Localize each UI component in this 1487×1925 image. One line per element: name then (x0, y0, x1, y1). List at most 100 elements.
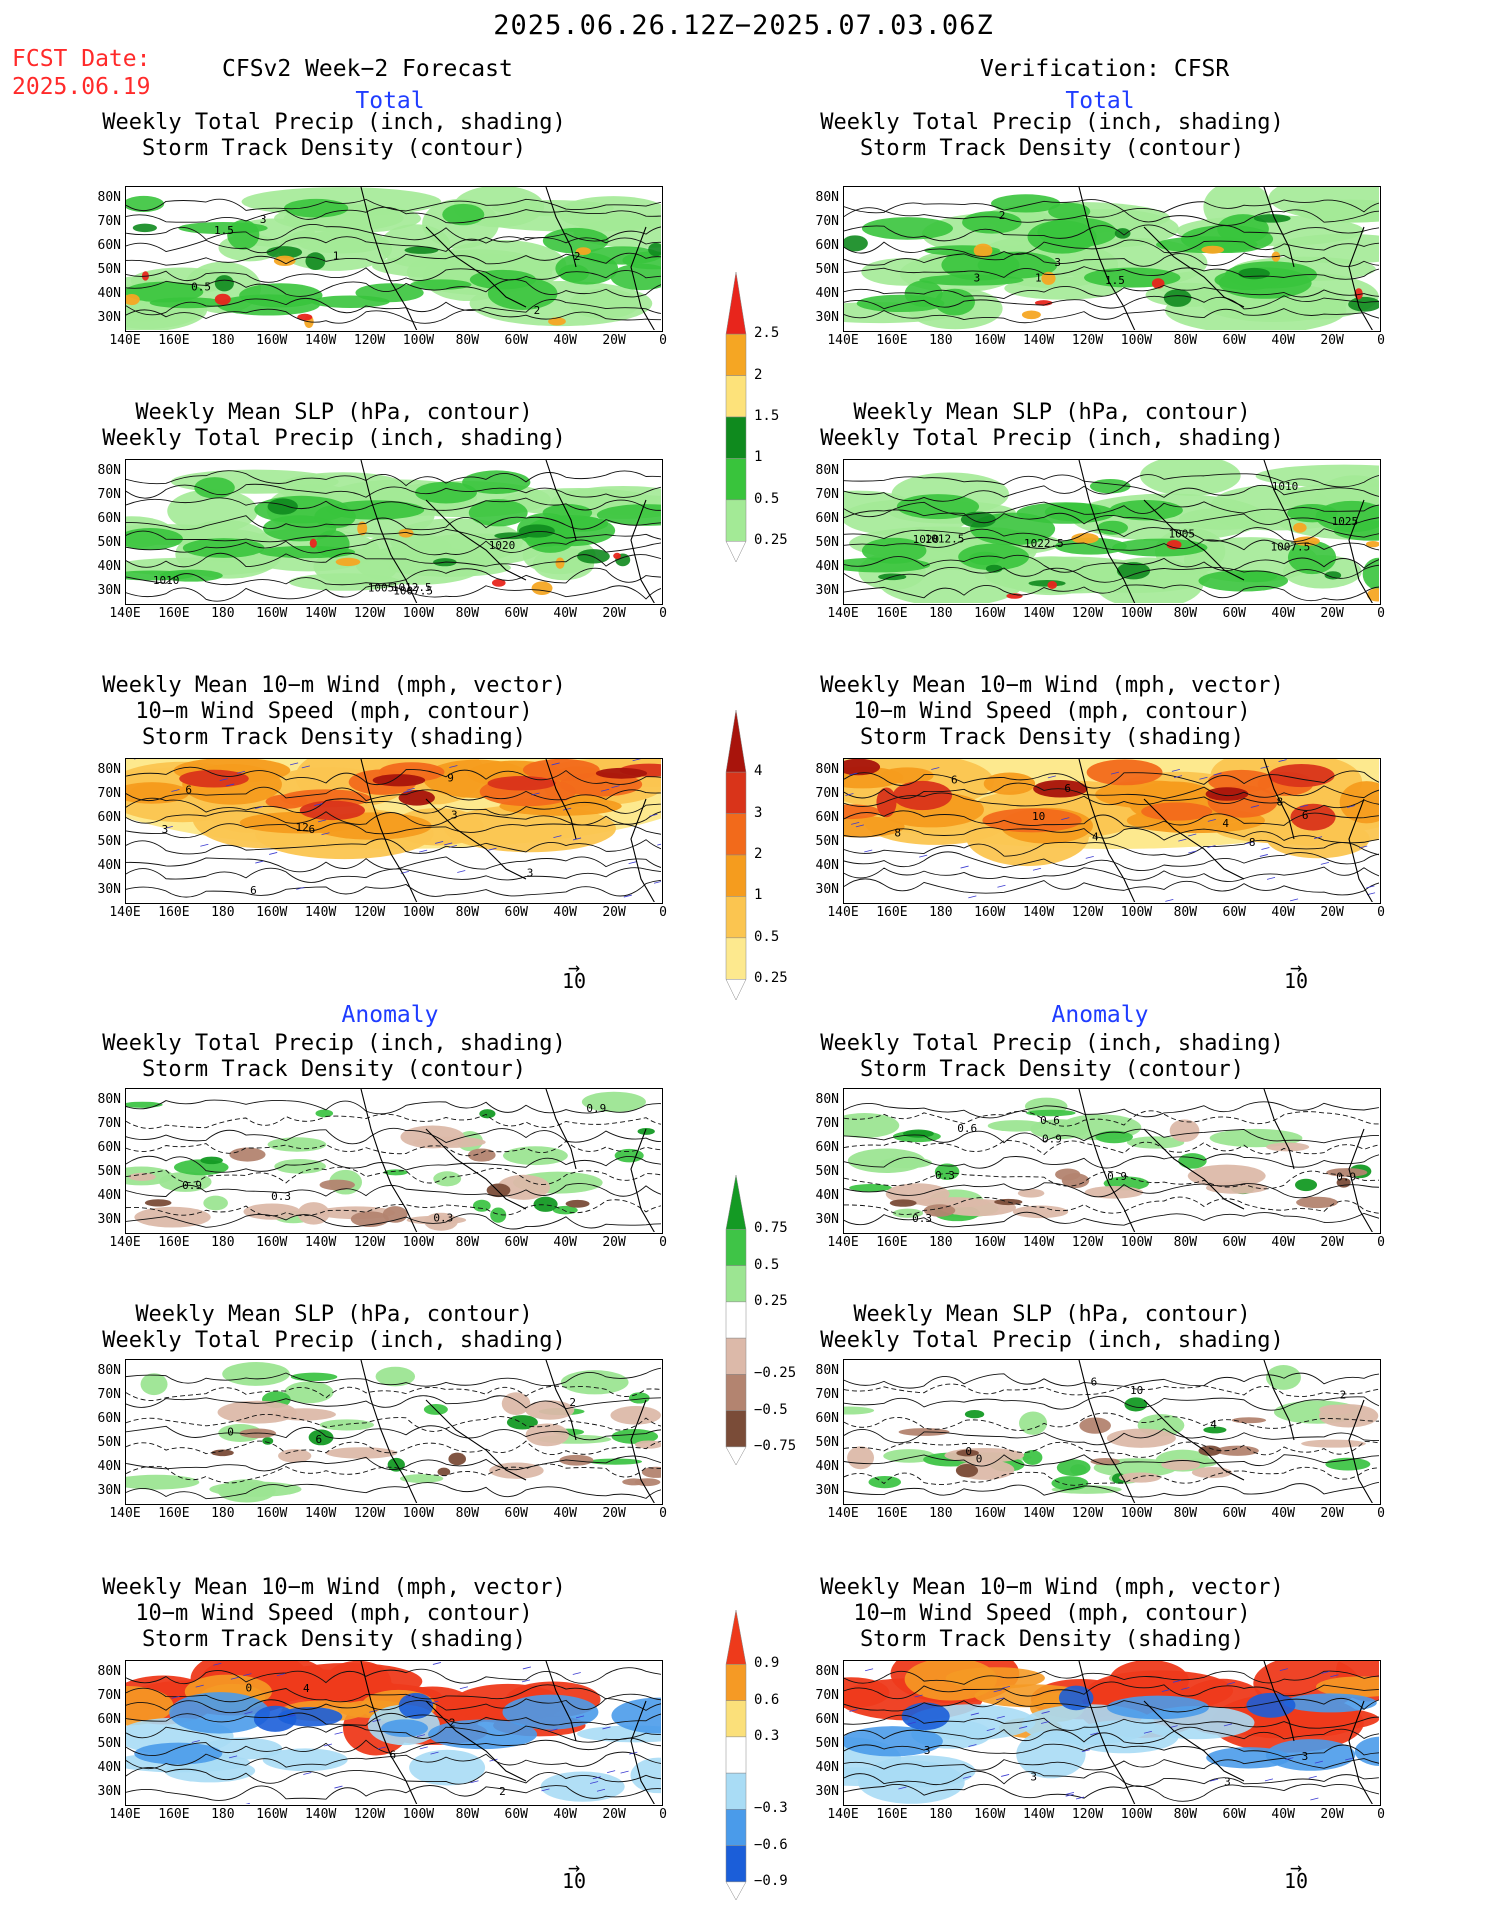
shading-blob (424, 1212, 458, 1231)
shading-blob (1070, 1464, 1087, 1476)
contour-line (844, 266, 1379, 280)
shading-blob (132, 223, 157, 233)
contour-label: 1007.5 (393, 585, 433, 598)
contour-line (844, 484, 1379, 502)
shading-blob (217, 1479, 276, 1503)
lon-tick-label: 140W (304, 1807, 337, 1822)
wind-vector (607, 1770, 616, 1774)
shading-blob (1165, 286, 1347, 330)
shading-blob (214, 293, 231, 305)
wind-vector (986, 1728, 995, 1732)
lat-tick-label: 50N (815, 1164, 839, 1179)
vector-ref-1: → 10 (544, 955, 604, 993)
lon-tick-label: 80W (1173, 333, 1198, 348)
wind-vector (1181, 1687, 1190, 1690)
wind-vector (171, 789, 180, 792)
contour-line (844, 284, 1379, 299)
shading-blob (483, 212, 661, 232)
map-fc_anom_ps: 0.9 0.3 0.3 0.9 (125, 1088, 663, 1234)
shading-blob (934, 1163, 960, 1180)
wind-vector (553, 835, 562, 839)
contour-line (126, 1667, 661, 1685)
colorbar-swatch (725, 1174, 747, 1230)
wind-vector (1359, 845, 1368, 849)
contour-line (844, 1670, 1379, 1685)
wind-vector (1345, 1757, 1354, 1761)
lon-tick-label: 60W (504, 1807, 528, 1822)
contour-line (844, 1743, 1379, 1758)
wind-vector (1171, 768, 1181, 772)
colorbar-swatch (725, 1772, 747, 1810)
panel-title-line: Weekly Mean SLP (hPa, contour) (853, 400, 1251, 425)
lon-tick-label: 120W (353, 1807, 386, 1822)
contour-line (126, 252, 661, 266)
contour-line (844, 584, 1379, 602)
colorbar-label: 3 (754, 804, 763, 821)
shading-blob (399, 1474, 444, 1483)
contour-label: 0 (965, 1445, 972, 1458)
lon-tick-label: 0 (1377, 1235, 1385, 1250)
colorbar-swatch (725, 1700, 747, 1738)
shading-blob (274, 1662, 423, 1700)
colorbar-swatch (725, 333, 747, 376)
lon-tick-label: 120W (1071, 333, 1104, 348)
shading-blob (583, 246, 661, 265)
shading-blob (844, 1726, 943, 1757)
contour-label: 0.9 (182, 1179, 202, 1192)
colorbar-label: 0.25 (754, 970, 788, 987)
panel-title-line: Storm Track Density (shading) (859, 725, 1245, 750)
colorbar-swatch (725, 271, 747, 335)
shading-blob (357, 521, 368, 536)
wind-vector (541, 1788, 550, 1792)
lon-tick-label: 100W (1120, 905, 1153, 920)
contour-line (844, 1395, 1379, 1411)
contour-line (126, 483, 661, 499)
wind-vector (1143, 1730, 1153, 1734)
wind-vector (1266, 876, 1276, 880)
wind-vector (907, 1721, 916, 1725)
lat-tick-label: 50N (97, 1435, 121, 1450)
lon-tick-label: 140E (109, 1807, 141, 1822)
wind-vector (1278, 759, 1287, 762)
panel-title-line: Storm Track Density (shading) (141, 725, 527, 750)
wind-vector (864, 849, 873, 853)
lon-tick-label: 140E (109, 333, 141, 348)
shading-blob (267, 1137, 327, 1152)
shading-blob (335, 557, 361, 567)
contour-label: 0.3 (912, 1212, 932, 1225)
shading-blob (273, 255, 296, 267)
wind-vector (653, 881, 661, 884)
map-vf_anom_wind: 3 3 3 3 (843, 1660, 1381, 1806)
wind-vector (1173, 775, 1183, 779)
lon-tick-label: 100W (402, 333, 435, 348)
colorbar-swatch (725, 937, 747, 980)
shading-blob (1255, 464, 1379, 488)
shading-blob (144, 1199, 172, 1207)
shading-blob (923, 1204, 956, 1217)
lon-tick-label: 140E (109, 1235, 141, 1250)
wind-vector (1032, 867, 1042, 871)
lon-tick-label: 160E (876, 333, 908, 348)
lon-tick-label: 0 (1377, 1807, 1385, 1822)
contour-label: 0 (245, 1681, 252, 1694)
lon-tick-label: 160W (974, 333, 1006, 348)
lon-tick-label: 160W (256, 1235, 288, 1250)
shading-blob (1296, 1196, 1338, 1209)
shading-blob (315, 1109, 334, 1118)
colorbar-label: −0.75 (754, 1437, 797, 1454)
lon-tick-label: 100W (402, 606, 435, 621)
shading-blob (1016, 1730, 1086, 1779)
lat-tick-label: 60N (97, 238, 121, 253)
wind-vector (200, 843, 209, 847)
colorbar-label: 0.3 (754, 1727, 780, 1744)
vector-value: 10 (561, 969, 587, 993)
shading-blob (169, 1692, 270, 1734)
shading-blob (1268, 764, 1335, 788)
shading-blob (375, 1366, 416, 1387)
contour-label: 3 (1030, 1771, 1037, 1784)
wind-vector (219, 778, 228, 782)
contour-line (126, 1127, 661, 1145)
shading-blob (575, 247, 591, 256)
shading-blob (1238, 267, 1270, 280)
wind-vector (1188, 833, 1197, 837)
